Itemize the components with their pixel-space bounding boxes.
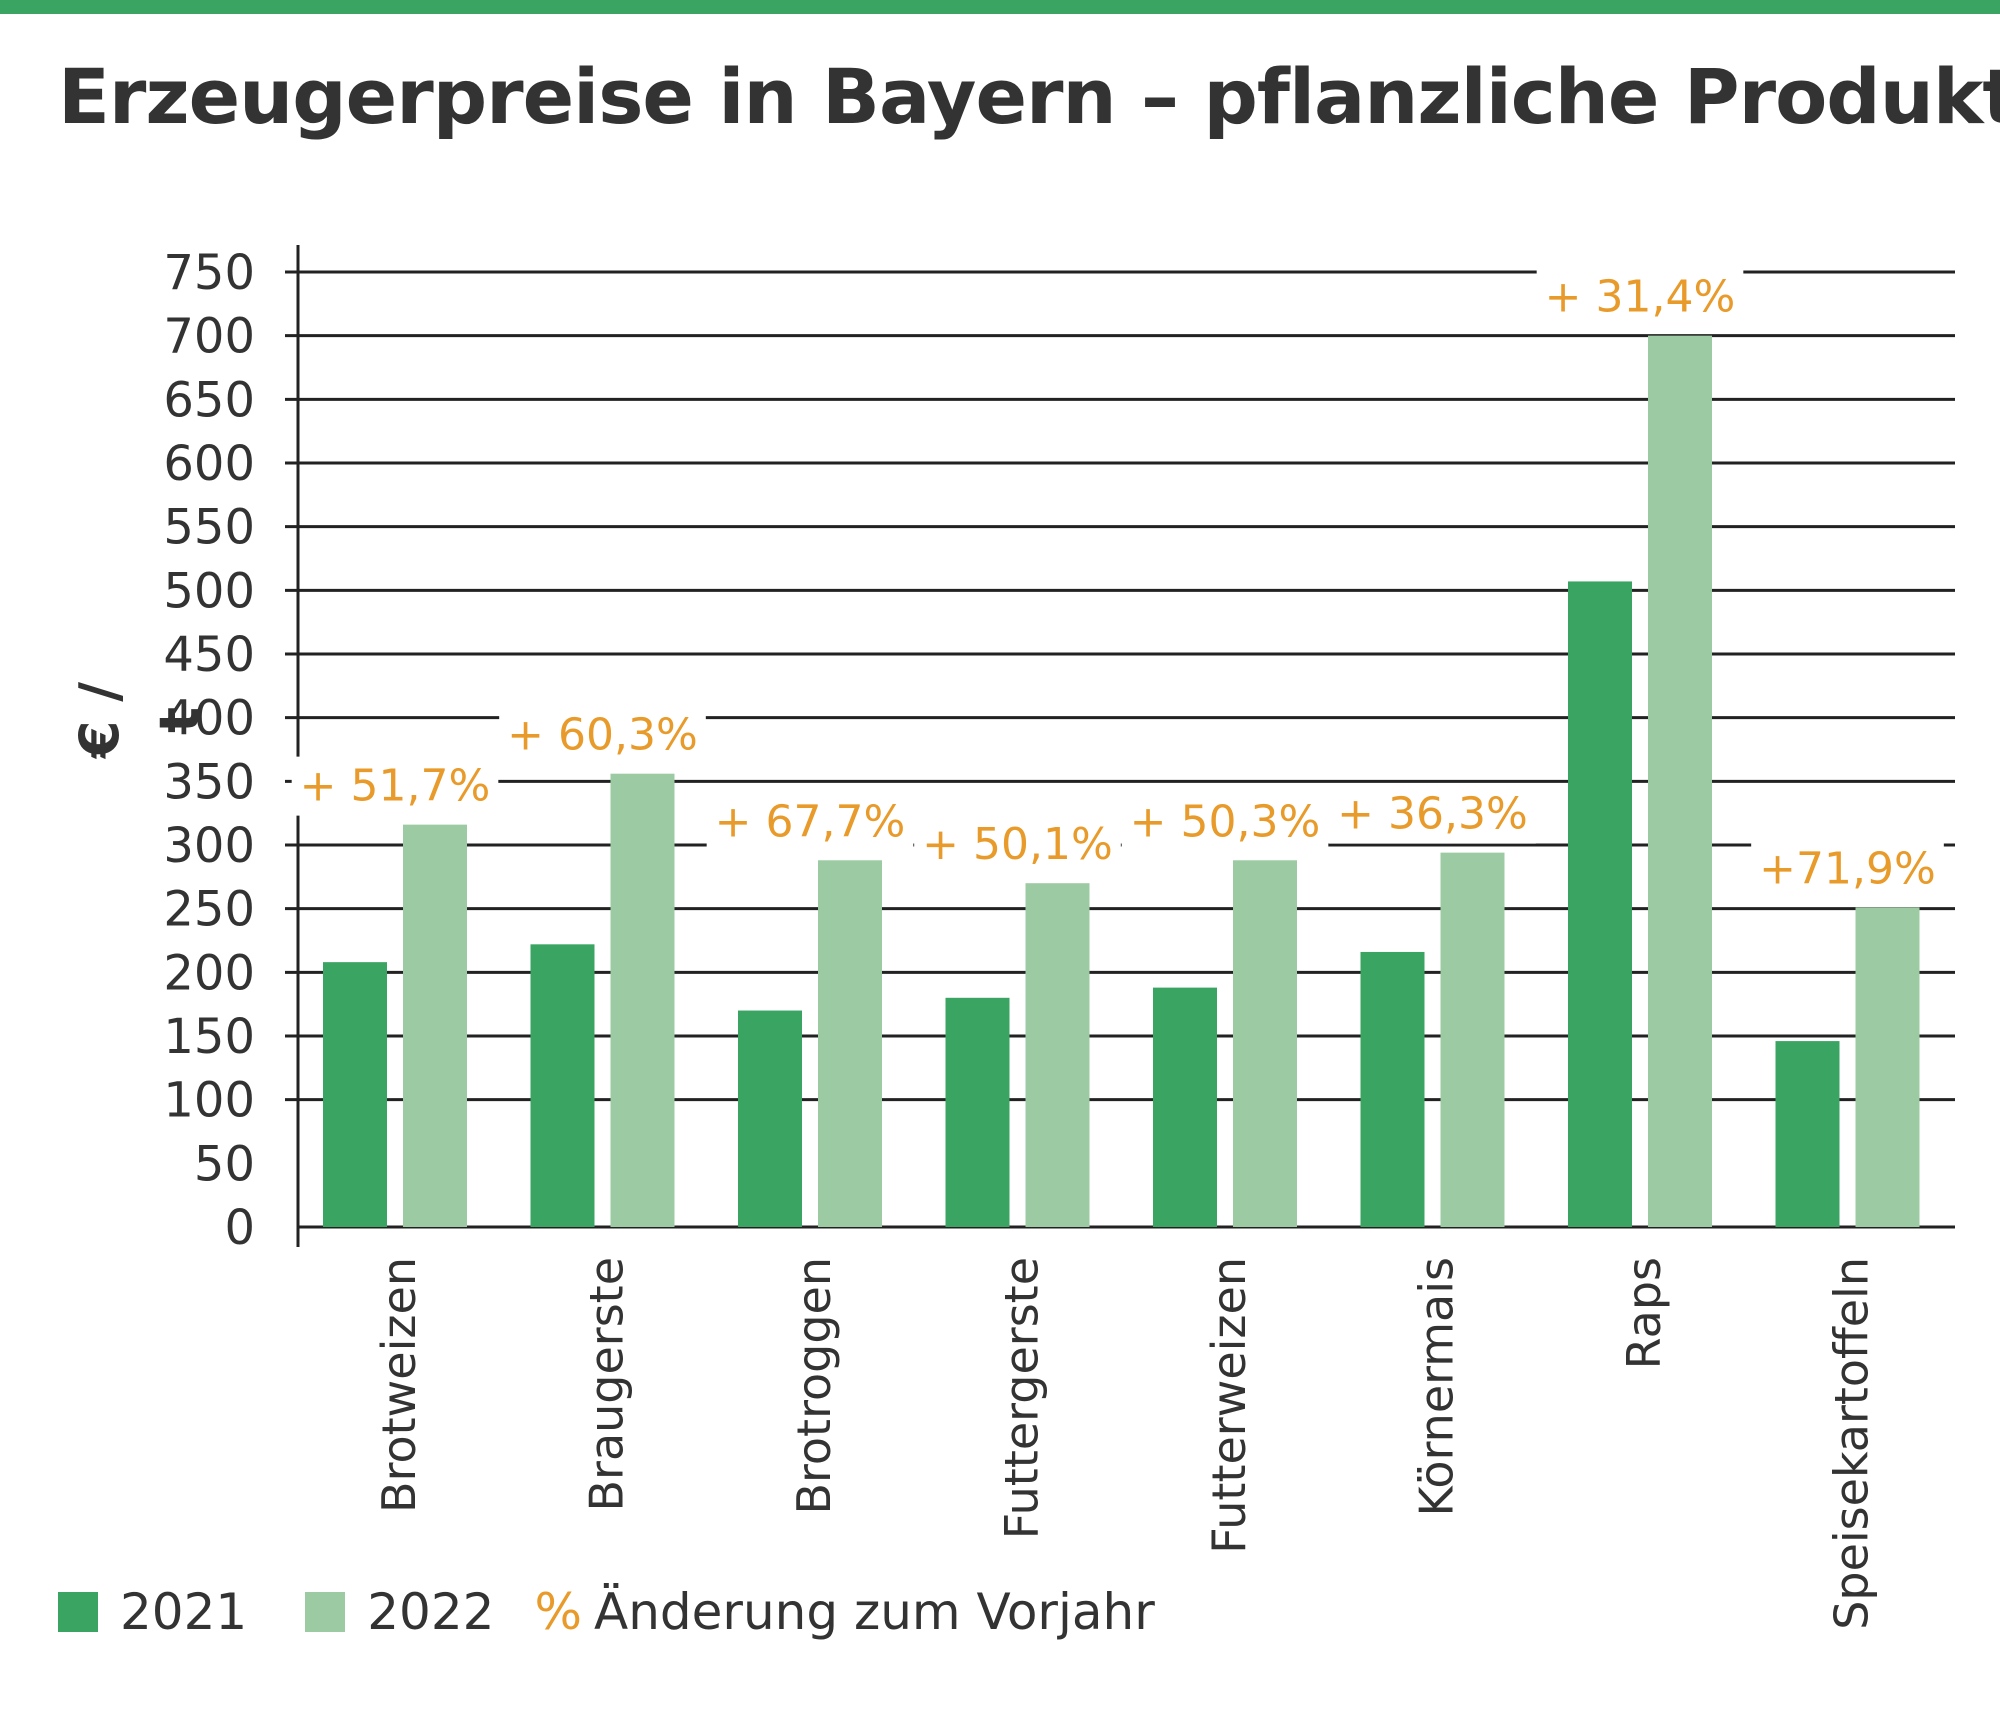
category-label: Futterweizen (1202, 1257, 1256, 1554)
change-annotation-bg (1121, 792, 1329, 852)
bar-2021-körnermais (1360, 951, 1425, 1227)
legend-percent-symbol: % (534, 1583, 583, 1641)
category-label: Speisekartoffeln (1825, 1257, 1879, 1630)
change-annotation: + 67,7% (715, 796, 906, 847)
change-annotation: + 31,4% (1545, 272, 1736, 323)
bar-2021-braugerste (530, 944, 595, 1227)
legend-swatch-2022 (305, 1592, 346, 1632)
change-annotation: + 51,7% (300, 761, 491, 812)
y-tick-label: 50 (194, 1136, 255, 1192)
y-tick-label: 150 (163, 1009, 255, 1065)
y-tick-label: 450 (163, 627, 255, 683)
bar-2022-speisekartoffeln (1855, 907, 1920, 1227)
y-tick-label: 650 (163, 372, 255, 428)
y-tick-label: 750 (163, 245, 255, 301)
legend-label-change: Änderung zum Vorjahr (594, 1583, 1155, 1641)
legend-label-2021: 2021 (120, 1583, 248, 1641)
y-tick-label: 0 (224, 1200, 255, 1256)
change-annotation-bg (914, 815, 1121, 875)
bar-2022-körnermais (1440, 852, 1505, 1227)
bar-2022-futtergerste (1025, 883, 1090, 1227)
y-tick-label: 500 (163, 563, 255, 619)
change-annotation-bg (1329, 784, 1536, 844)
bar-2022-brotweizen (403, 824, 467, 1227)
chart-title: Erzeugerpreise in Bayern – pflanzliche P… (58, 52, 2000, 141)
bar-2021-futtergerste (945, 997, 1010, 1227)
change-annotation-bg (499, 705, 706, 765)
category-label: Futtergerste (995, 1257, 1049, 1539)
y-tick-label: 100 (163, 1073, 255, 1129)
y-tick-label: 250 (163, 882, 255, 938)
y-tick-label: 200 (163, 945, 255, 1001)
bar-2021-futterweizen (1153, 987, 1217, 1227)
y-tick-label: 300 (163, 818, 255, 874)
change-annotation-bg (1536, 267, 1744, 327)
change-annotation: + 50,1% (922, 819, 1113, 870)
category-label: Brotroggen (787, 1257, 841, 1515)
y-tick-label: 550 (163, 500, 255, 556)
change-annotation: + 60,3% (507, 710, 698, 761)
y-tick-label: 600 (163, 436, 255, 492)
bar-2021-brotweizen (323, 962, 387, 1227)
legend-label-2022: 2022 (367, 1583, 495, 1641)
legend: 2021 2022 % Änderung zum Vorjahr (58, 1582, 1155, 1642)
category-label: Raps (1617, 1257, 1671, 1369)
change-annotation: + 50,3% (1130, 796, 1321, 847)
y-axis-label: € / t (68, 681, 211, 759)
change-annotation-bg (1751, 839, 1944, 899)
bar-2022-brotroggen (818, 860, 882, 1227)
category-label: Braugerste (580, 1257, 634, 1512)
y-tick-label: 400 (163, 691, 255, 747)
bar-2022-futterweizen (1233, 860, 1297, 1227)
bar-2021-brotroggen (738, 1010, 802, 1227)
change-annotation-bg (291, 756, 499, 816)
change-annotation: + 36,3% (1337, 789, 1528, 840)
category-label: Körnermais (1410, 1257, 1464, 1516)
y-tick-label: 700 (163, 309, 255, 365)
category-label: Brotweizen (372, 1257, 426, 1513)
change-annotation: +71,9% (1759, 843, 1936, 894)
bar-2021-speisekartoffeln (1775, 1041, 1840, 1227)
change-annotation-bg (706, 792, 914, 852)
bar-2022-raps (1648, 335, 1712, 1228)
y-tick-label: 350 (163, 754, 255, 810)
top-accent-bar (0, 0, 2000, 14)
legend-swatch-2021 (58, 1592, 98, 1632)
bar-2022-braugerste (610, 773, 675, 1227)
bar-2021-raps (1568, 581, 1632, 1227)
